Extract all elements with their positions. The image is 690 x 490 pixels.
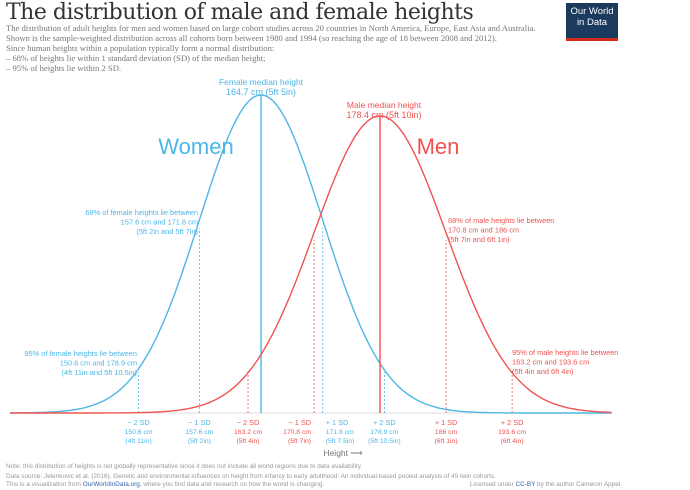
tick-label-women: − 1 SD: [188, 418, 211, 427]
median-value-men: 178.4 cm (5ft 10in): [346, 110, 421, 120]
tick-label-men: (5ft 7in): [288, 438, 311, 445]
annotation-68-women: 68% of female heights lie between: [85, 208, 198, 217]
tick-label-men: − 1 SD: [289, 418, 312, 427]
annotation-68-women: 157.6 cm and 171.8 cm: [121, 218, 198, 227]
series-curve-men: [10, 115, 612, 414]
tick-label-women: (4ft 11in): [125, 438, 151, 445]
tick-label-women: + 2 SD: [373, 418, 396, 427]
viz-text: This is a visualization from: [6, 481, 83, 488]
series-curve-women: [10, 94, 612, 414]
chart-title: The distribution of male and female heig…: [6, 0, 474, 25]
median-label-men: Male median height: [347, 100, 422, 110]
cc-by-link[interactable]: CC-BY: [515, 481, 536, 488]
footer-viz: This is a visualization from OurWorldInD…: [6, 481, 324, 488]
footer-license: Licensed under CC-BY by the author Camer…: [470, 481, 622, 488]
license-text: by the author Cameron Appel.: [535, 481, 622, 488]
tick-label-men: 186 cm: [435, 429, 458, 436]
tick-label-men: (6ft 4in): [501, 438, 524, 445]
annotation-95-men: (5ft 4in and 6ft 4in): [512, 367, 574, 376]
owid-logo[interactable]: Our World in Data: [566, 3, 618, 41]
tick-label-women: (5ft 10.5in): [368, 438, 401, 445]
tick-label-men: + 1 SD: [435, 418, 458, 427]
tick-label-men: 163.2 cm: [234, 429, 262, 436]
tick-label-women: (5ft 2in): [188, 438, 211, 445]
footer-note: Note: this distribution of heights is no…: [6, 463, 363, 470]
tick-label-men: − 2 SD: [237, 418, 260, 427]
series-label-men: Men: [417, 134, 460, 159]
tick-label-men: + 2 SD: [501, 418, 524, 427]
tick-label-men: 193.6 cm: [498, 429, 526, 436]
chart-subtitle: The distribution of adult heights for me…: [6, 23, 546, 73]
owid-link[interactable]: OurWorldInData.org: [82, 481, 140, 488]
subtitle-line: The distribution of adult heights for me…: [6, 23, 536, 43]
license-text: Licensed under: [470, 481, 516, 488]
tick-label-women: (5ft 7.5in): [326, 438, 355, 445]
median-label-women: Female median height: [219, 77, 304, 87]
annotation-68-women: (5ft 2in and 5ft 7in): [136, 227, 198, 236]
median-value-women: 164.7 cm (5ft 5in): [226, 87, 296, 97]
logo-line: Our World: [570, 6, 614, 17]
tick-label-women: 157.6 cm: [185, 429, 213, 436]
tick-label-women: 171.8 cm: [326, 429, 354, 436]
annotation-68-men: 68% of male heights lie between: [448, 216, 554, 225]
annotation-95-men: 95% of male heights lie between: [512, 348, 618, 357]
subtitle-line: Since human heights within a population …: [6, 43, 275, 53]
annotation-95-women: 95% of female heights lie between: [24, 349, 137, 358]
subtitle-line: – 68% of heights lie within 1 standard d…: [6, 53, 266, 63]
logo-line: in Data: [576, 17, 608, 28]
tick-label-men: (6ft 1in): [435, 438, 458, 445]
annotation-68-men: (5ft 7in and 6ft 1in): [448, 235, 510, 244]
tick-label-women: + 1 SD: [326, 418, 349, 427]
series-label-women: Women: [158, 134, 233, 159]
tick-label-women: 178.9 cm: [370, 429, 398, 436]
tick-label-women: − 2 SD: [127, 418, 150, 427]
annotation-68-men: 170.8 cm and 186 cm: [448, 226, 519, 235]
tick-label-men: 170.8 cm: [283, 429, 311, 436]
tick-label-men: (5ft 4in): [236, 438, 259, 445]
viz-text: , where you find data and research on ho…: [139, 481, 325, 488]
subtitle-line: – 95% of heights lie within 2 SD.: [6, 63, 122, 73]
annotation-95-women: 150.6 cm and 178.9 cm: [60, 359, 137, 368]
tick-label-women: 150.6 cm: [125, 429, 153, 436]
annotation-95-women: (4ft 11in and 5ft 10.5in): [62, 368, 137, 377]
x-axis-label: Height ⟶: [323, 448, 363, 458]
annotation-95-men: 163.2 cm and 193.6 cm: [512, 358, 589, 367]
footer-source: Data source: Jelenkovic et al. (2016). G…: [6, 473, 496, 480]
